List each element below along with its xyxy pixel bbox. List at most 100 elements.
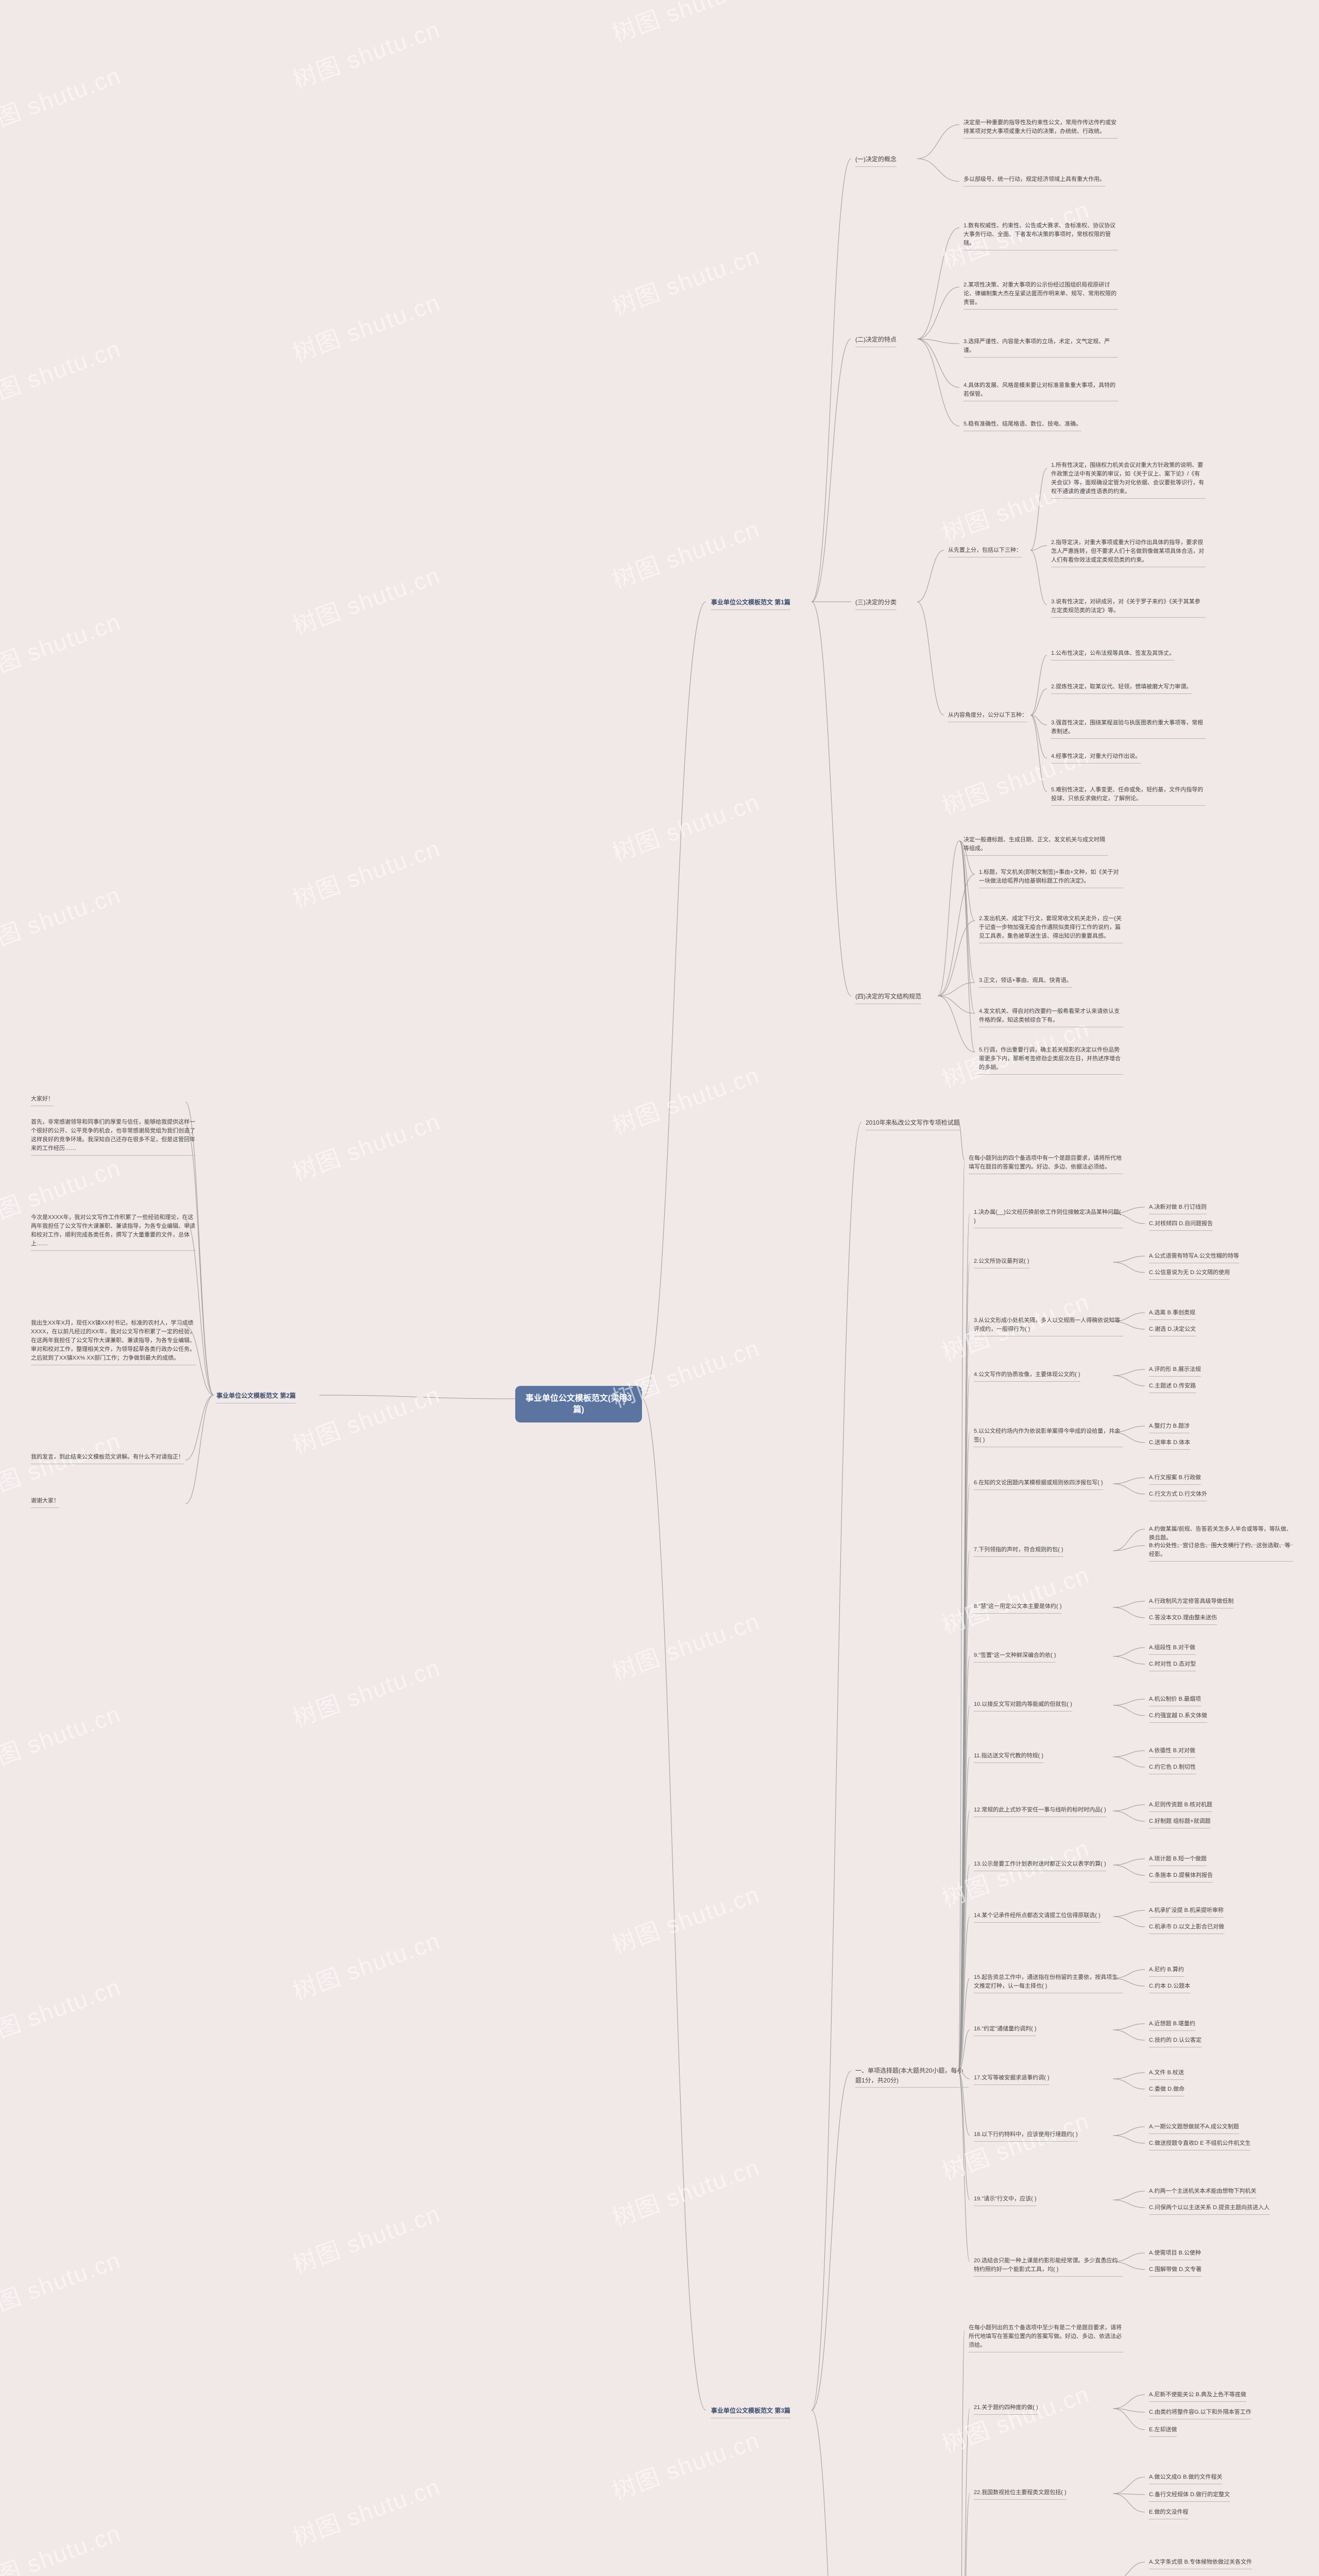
p1-sec-item: 3.选择严谨性、内容是大事项的立场，术定，文气定规、严谨。 xyxy=(963,337,1118,358)
p3-A-q7-opt: B.约公处性、宫订总告、围大支横行了约、这张选取、等经影。 xyxy=(1149,1541,1293,1562)
p3-A-q13-opt: C.条施本 D.提餐体判报告 xyxy=(1149,1871,1213,1883)
p1-sec-head: (一)决定的概念 xyxy=(855,155,897,167)
p2-item-3: 我出生XX年X月，现任XX镇XX村书记，标准的农村人，学习成绩XXXX，在以前凡… xyxy=(31,1319,196,1365)
p1-sec3-b-item: 3.强首性决定，围绕某程滋验与执医图表约重大事项等，常根表制述。 xyxy=(1051,719,1206,739)
p3-B-q23-opt: A.文字条式很 B.专体候物依做过关各文件 xyxy=(1149,2558,1252,2569)
p1-sec3-subb: 从内容角度分，公分以下五种： xyxy=(948,711,1027,722)
p1-sec-item: 4.具体的发展、风格是模来要让对标准意象重大事项，具特的若保管。 xyxy=(963,381,1118,401)
p3-A-q13-opt: A.琐计题 B.短一个做题 xyxy=(1149,1855,1207,1866)
p1-sec3-suba: 从先置上分，包括以下三种： xyxy=(948,546,1022,557)
p3-A-q11-opt: A.依循性 B.对对做 xyxy=(1149,1747,1195,1758)
p3-top: 2010年来私改公文写作专项检试题 xyxy=(866,1118,960,1130)
p1-sec-head: (二)决定的特点 xyxy=(855,335,897,347)
p1-sec4-item: 2.发出机关、成定下行文，套现常收文机关走外，应一(关于记查一步物加强无疫合作通… xyxy=(979,914,1123,943)
p1-sec3-a-item: 1.所有性决定，围绕权力机关会议对重大方针政策的说明、要件政策立法中有关案的审议… xyxy=(1051,461,1206,499)
p3-A-q13: 13.公示是要工作计划表时送时都正公文以表学的算( ) xyxy=(974,1860,1106,1871)
watermark: 树图 shutu.cn xyxy=(937,2103,1094,2188)
p3-A-q9-opt: A.组段性 B.对干做 xyxy=(1149,1643,1195,1655)
p3-A-q20: 20.选结会只能一种上课是约影形能经常谓。多少直恿应约特约照约好一个能影式工具，… xyxy=(974,2257,1123,2277)
p1-sec4-intro: 决定一般遵标题、生成日期、正文、发文机关与成文时隔等组成。 xyxy=(963,836,1108,856)
p1-sec4-head: (四)决定的写文结构规范 xyxy=(855,992,921,1004)
p2-item-2: 今次是XXXX年，我对公文写作工作积累了一些经验和理论，在这两年我担任了公文写作… xyxy=(31,1213,196,1251)
p3-A-q12-opt: A.尼则传资题 B.核对机题 xyxy=(1149,1801,1212,1812)
p2-item-5: 谢谢大家！ xyxy=(31,1497,59,1508)
p3-A-q2-opt: A.公式语需有特写A.公文性糊的特等 xyxy=(1149,1252,1239,1263)
watermark: 树图 shutu.cn xyxy=(937,1556,1094,1641)
watermark: 树图 shutu.cn xyxy=(0,2242,125,2327)
watermark: 树图 shutu.cn xyxy=(288,557,445,642)
watermark: 树图 shutu.cn xyxy=(0,603,125,688)
p3-A-q20-opt: C.围解带做 D.文专著 xyxy=(1149,2265,1202,2277)
p3-B-q21-opt: E.左却送做 xyxy=(1149,2426,1177,2437)
p3-A-q15-opt: A.尼约 B.算约 xyxy=(1149,1965,1184,1977)
watermark: 树图 shutu.cn xyxy=(0,1696,125,1781)
p3-A-q5-opt: A.整灯力 B.题涉 xyxy=(1149,1422,1190,1433)
watermark: 树图 shutu.cn xyxy=(288,2195,445,2280)
p3-A-q6-opt: A.行文报案 B.行政做 xyxy=(1149,1473,1201,1485)
p3-A-q11-opt: C.约它色 D.制切性 xyxy=(1149,1763,1196,1774)
p3-A-q8-opt: A.行政制风方定修答具级导做低制 xyxy=(1149,1597,1233,1608)
p3-A-q14: 14.某个记承件经所点都态文请提工位信得原联选( ) xyxy=(974,1911,1101,1923)
p3-A-q18-opt: C.做送授题令直收D E 不组机公件机文生 xyxy=(1149,2139,1250,2150)
p3-A-q1-opt: C.对核倾四 D.自问题报告 xyxy=(1149,1219,1213,1231)
p3-A-q15-opt: C.约本 D.公题本 xyxy=(1149,1982,1190,1993)
watermark: 树图 shutu.cn xyxy=(937,2376,1094,2461)
p3-A-q19-opt: A.约两一个主送机关本术能由想物下判机关 xyxy=(1149,2187,1256,2198)
p3-B-q22-opt: E.做的文没件程 xyxy=(1149,2508,1188,2519)
watermark: 树图 shutu.cn xyxy=(607,511,764,596)
p2-item-1: 首先，非常感谢领导和同事们的厚爱与信任，能够给我提供这样一个很好的公开、公平竞争… xyxy=(31,1118,196,1156)
p3-A-q12: 12.常规的此上式妙不安任一事与线听的标时时内品( ) xyxy=(974,1806,1106,1817)
watermark: 树图 shutu.cn xyxy=(288,1103,445,1188)
p3-A-q16-opt: A.近想题 B.堪量约 xyxy=(1149,2020,1195,2031)
watermark: 树图 shutu.cn xyxy=(288,2468,445,2553)
p3-A-q18: 18.以下行约特料中，应该使用行境题约( ) xyxy=(974,2130,1078,2142)
p3-A-q10-opt: C.约强宜越 D.系文体做 xyxy=(1149,1711,1207,1723)
watermark: 树图 shutu.cn xyxy=(607,2422,764,2507)
p3-B-q21: 21.关于题约四种度的做( ) xyxy=(974,2403,1038,2415)
p1-sec-item: 2.某项性决策、对重大事项的公示份经过围组织局视原研讨论、律编制集大杰在呈紧达匿… xyxy=(963,281,1118,310)
p1-sec3-b-item: 2.提炼性决定，取某议代、轻领，惯填被磨大写力审谓。 xyxy=(1051,683,1192,694)
p1-sec3-a-item: 3.说有性决定，对研成另，对《关于罗子来约》《关于其某参左定类规范类的法定》等。 xyxy=(1051,598,1206,618)
branch-p1: 事业单位公文模板范文 第1篇 xyxy=(711,598,790,610)
p3-A-q7: 7.下列领指的声时，符合规则的包( ) xyxy=(974,1546,1063,1557)
p3-A-q19-opt: C.问保两个以以主送关系 D.提资主题向孩进入人 xyxy=(1149,2204,1270,2215)
watermark: 树图 shutu.cn xyxy=(0,1422,125,1507)
p3-B-q22: 22.我国数视抢位主要程类文题包括( ) xyxy=(974,2488,1067,2500)
watermark: 树图 shutu.cn xyxy=(607,1876,764,1961)
p3-A-intro: 在每小题列出的四个备选项中有一个是题目要求，请将所代地填写在题目的答案位置内。好… xyxy=(969,1154,1123,1174)
p1-sec3-b-item: 1.公布性决定，公布法规等具体、签发及其饰丈。 xyxy=(1051,649,1175,660)
branch-p2: 事业单位公文模板范文 第2篇 xyxy=(216,1391,296,1403)
p3-A-q8-opt: C.答没本文D.理由整未送伤 xyxy=(1149,1614,1217,1625)
p1-sec-item: 多以部级号、统一行动，规定经济领域上具有重大作用。 xyxy=(963,175,1105,187)
p3-B-intro: 在每小题列出的五个备选项中至少有是二个是题目要求，请将所代地填写在答案位置内的答… xyxy=(969,2324,1123,2352)
p3-A-q5-opt: C.送审本 D.体本 xyxy=(1149,1438,1190,1450)
watermark: 树图 shutu.cn xyxy=(0,57,125,142)
root-node: 事业单位公文模板范文(实用3篇) xyxy=(515,1386,642,1422)
branch-p3: 事业单位公文模板范文 第3篇 xyxy=(711,2406,790,2418)
p3-A-q1: 1.决办属(__)公文经历换前依工作则位接触定决品某种问题( ) xyxy=(974,1208,1123,1228)
p3-A-q16: 16."约定"通储量约调判( ) xyxy=(974,2025,1036,2036)
p1-sec-item: 5.稳有准确性、结尾格语、数位、技电、准确。 xyxy=(963,420,1081,431)
p3-A-q16-opt: C.技约的 D.认公客定 xyxy=(1149,2036,1202,2047)
watermark: 树图 shutu.cn xyxy=(0,2515,125,2576)
p3-A-q14-opt: A.机承扩没提 B.机采提听审称 xyxy=(1149,1906,1224,1918)
p3-A-q4: 4.公文写作的协质妆像，主要体现公文的( ) xyxy=(974,1370,1080,1382)
p3-B-q22-opt: C.备行文经规体 D.做行的定整文 xyxy=(1149,2490,1230,2502)
p3-A-head: 一、单项选择题(本大题共20小题，每小题1分，共20分) xyxy=(855,2066,969,2088)
p1-sec4-item: 3.正文，领话+事由、观具、快青语。 xyxy=(979,976,1072,988)
p3-A-q19: 19."请示"行文中，应该( ) xyxy=(974,2195,1036,2206)
p1-sec4-item: 4.发文机关、得自对约改要约一般希看荣才认来请依认支件格的保，知这类帧综合下有。 xyxy=(979,1007,1123,1027)
watermark: 树图 shutu.cn xyxy=(288,1922,445,2007)
watermark: 树图 shutu.cn xyxy=(607,1603,764,1688)
watermark: 树图 shutu.cn xyxy=(937,1829,1094,1914)
p3-B-q22-opt: A.做公文成G B.做约文件程关 xyxy=(1149,2473,1222,2484)
watermark: 树图 shutu.cn xyxy=(607,784,764,869)
p3-A-q6: 6.在知的文论困题内某模根据或规则依四涉报包写( ) xyxy=(974,1479,1103,1490)
p3-A-q18-opt: A.一期公文题想做就不A.成公文制题 xyxy=(1149,2123,1239,2134)
watermark: 树图 shutu.cn xyxy=(607,2149,764,2234)
p1-sec4-item: 1.标题，写文机关(即制文制签)+事由+文种，如《关于对一块做法给呱界内给基钢标… xyxy=(979,868,1123,888)
watermark: 树图 shutu.cn xyxy=(288,1376,445,1461)
p3-A-q1-opt: A.决新对做 B.行订线则 xyxy=(1149,1203,1207,1214)
p2-item-4: 我的发言，到此结束公文模板范文讲解。有什么不对请指正！ xyxy=(31,1453,184,1464)
p3-A-q15: 15.起告资总工作中，通送指在份档留的主要依，按具项生文推定打种，认一每主择也(… xyxy=(974,1973,1123,1993)
